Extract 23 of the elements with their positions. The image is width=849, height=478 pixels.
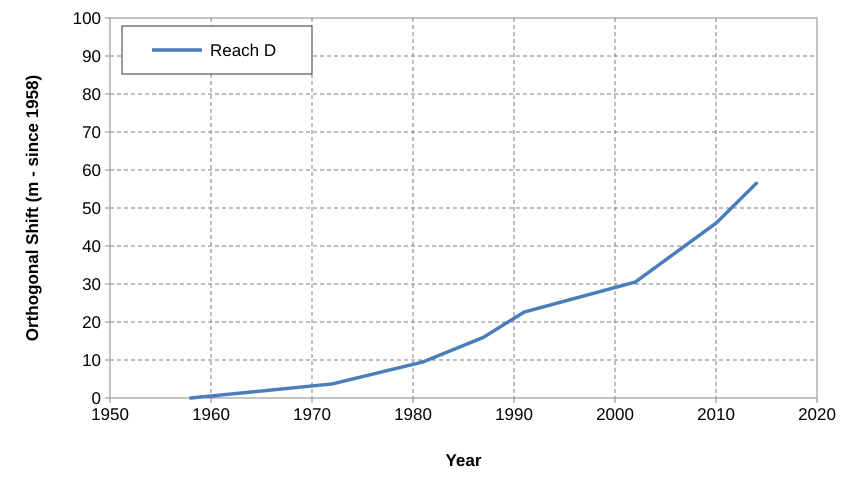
x-axis-title: Year bbox=[446, 451, 482, 470]
y-axis-title: Orthogonal Shift (m - since 1958) bbox=[23, 74, 42, 342]
x-tick-label: 1970 bbox=[293, 405, 331, 424]
x-tick-label: 1990 bbox=[495, 405, 533, 424]
legend-label: Reach D bbox=[210, 41, 276, 60]
y-tick-label: 70 bbox=[82, 123, 101, 142]
y-tick-label: 100 bbox=[72, 9, 101, 28]
y-tick-label: 50 bbox=[82, 199, 101, 218]
y-tick-label: 30 bbox=[82, 275, 101, 294]
x-tick-label: 1960 bbox=[192, 405, 230, 424]
x-tick-label: 2020 bbox=[798, 405, 836, 424]
y-tick-label: 0 bbox=[92, 389, 101, 408]
y-tick-label: 20 bbox=[82, 313, 101, 332]
x-tick-label: 2010 bbox=[697, 405, 735, 424]
line-series bbox=[189, 182, 758, 400]
y-tick-label: 80 bbox=[82, 85, 101, 104]
y-tick-label: 10 bbox=[82, 351, 101, 370]
y-tick-label: 60 bbox=[82, 161, 101, 180]
x-tick-label: 2000 bbox=[596, 405, 634, 424]
x-tick-label: 1950 bbox=[91, 405, 129, 424]
x-tick-label: 1980 bbox=[394, 405, 432, 424]
y-tick-label: 90 bbox=[82, 47, 101, 66]
y-tick-label: 40 bbox=[82, 237, 101, 256]
